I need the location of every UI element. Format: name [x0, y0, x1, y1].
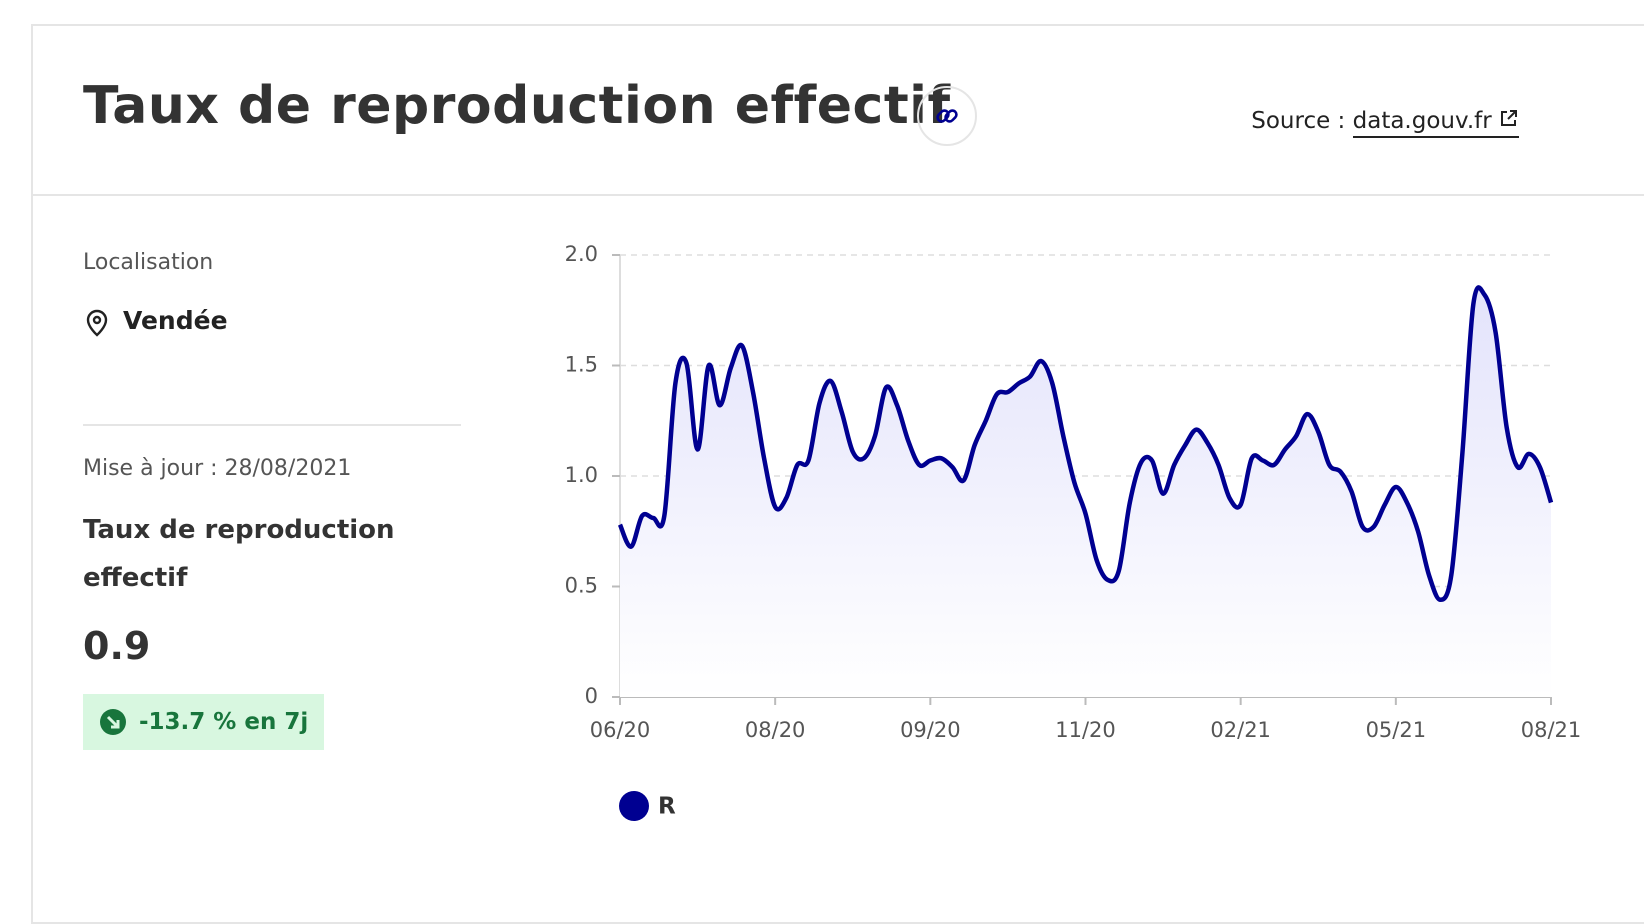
source-link-text: data.gouv.fr	[1352, 108, 1492, 134]
legend-swatch	[619, 791, 649, 821]
chart: 0 0.5 1.0 1.5 2.0 06/20 08/20 09/20 11/20 02/21 05…	[565, 242, 1582, 821]
change-text: -13.7 % en 7j	[139, 709, 309, 735]
source-label: Source :	[1251, 108, 1346, 134]
x-tick-label: 05/21	[1366, 718, 1427, 742]
y-tick-label: 1.5	[565, 353, 598, 377]
link-icon	[936, 109, 958, 123]
source-link[interactable]: data.gouv.fr	[1352, 108, 1519, 138]
x-tick-label: 06/20	[590, 718, 651, 742]
y-tick-label: 0	[585, 684, 598, 708]
indicator-value: 0.9	[83, 624, 151, 668]
separator	[83, 424, 461, 426]
pin-icon	[86, 309, 108, 337]
y-tick-label: 0.5	[565, 574, 598, 598]
indicator-name: Taux de reproduction effectif	[83, 515, 395, 593]
source: Source : data.gouv.fr	[1251, 108, 1519, 138]
x-tick-label: 08/20	[745, 718, 806, 742]
y-tick-label: 2.0	[565, 242, 598, 266]
card-header: Taux de reproduction effectif Source : d…	[33, 26, 1644, 196]
y-tick-label: 1.0	[565, 463, 598, 487]
legend-label: R	[658, 794, 676, 820]
page: {"header": {"title": "Taux de reproducti…	[31, 24, 1644, 924]
x-tick-label: 09/20	[900, 718, 961, 742]
title: Taux de reproduction effectif	[83, 76, 951, 136]
change-badge: -13.7 % en 7j	[83, 694, 325, 750]
x-tick-label: 11/20	[1055, 718, 1116, 742]
link-button[interactable]	[917, 86, 977, 146]
external-icon	[1501, 110, 1517, 126]
area	[620, 287, 1551, 697]
trend-icon	[100, 709, 126, 735]
update-date: Mise à jour : 28/08/2021	[83, 456, 352, 481]
card: Taux de reproduction effectif Source : d…	[31, 24, 1644, 924]
x-tick-label: 02/21	[1210, 718, 1271, 742]
line	[617, 285, 1554, 603]
location: Vendée	[123, 306, 228, 335]
location-label: Localisation	[83, 250, 214, 275]
x-tick-label: 08/21	[1521, 718, 1582, 742]
